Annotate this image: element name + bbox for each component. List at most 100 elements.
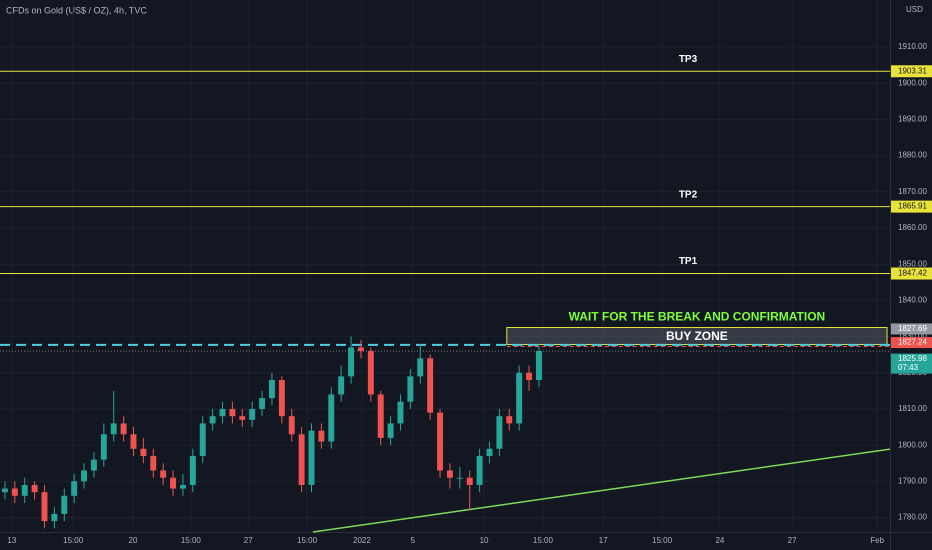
y-tick-label: 1870.00	[898, 187, 927, 196]
candle-body	[535, 351, 542, 380]
candle-body	[357, 347, 364, 352]
candle-body	[239, 416, 246, 420]
candle-body	[417, 358, 424, 377]
price-tag	[891, 200, 932, 213]
x-tick-label: 2022	[353, 536, 371, 545]
annotation: WAIT FOR THE BREAK AND CONFIRMATION	[569, 310, 826, 324]
candle-body	[11, 488, 18, 496]
price-tag	[891, 323, 932, 335]
candle-body	[160, 470, 167, 478]
candle-body	[110, 423, 117, 435]
candle-body	[90, 459, 97, 471]
candle-body	[229, 408, 236, 417]
price-tag	[891, 65, 932, 78]
candle-body	[150, 456, 157, 471]
x-tick-label: 20	[129, 536, 138, 545]
candle-body	[476, 456, 483, 485]
candle-body	[278, 380, 285, 417]
candle-body	[506, 416, 513, 424]
price-tag	[891, 353, 932, 374]
price-tag	[891, 337, 932, 349]
x-tick-label: 17	[599, 536, 608, 545]
candle-body	[496, 416, 503, 449]
candle-body	[427, 358, 434, 413]
y-tick-label: 1860.00	[898, 223, 927, 232]
candle-body	[308, 430, 315, 485]
y-tick-label: 1850.00	[898, 259, 927, 268]
y-tick-label: 1890.00	[898, 115, 927, 124]
target-label: TP3	[679, 54, 698, 65]
candle-body	[31, 484, 38, 493]
candle-body	[209, 416, 216, 424]
x-tick-label: Feb	[870, 536, 884, 545]
y-tick-label: 1790.00	[898, 476, 927, 485]
x-tick-label: 5	[411, 536, 416, 545]
x-tick-label: 15:00	[533, 536, 554, 545]
candle-body	[51, 513, 58, 522]
candle-body	[170, 477, 177, 489]
x-tick-label: 15:00	[652, 536, 673, 545]
candle-body	[81, 470, 88, 482]
buy-zone-label: BUY ZONE	[666, 329, 728, 343]
y-tick-label: 1880.00	[898, 151, 927, 160]
candle-body	[456, 477, 463, 479]
candle-body	[437, 412, 444, 471]
candle-body	[189, 456, 196, 485]
x-tick-label: 15:00	[63, 536, 84, 545]
candle-body	[268, 380, 275, 399]
candle-body	[130, 434, 137, 449]
candle-body	[516, 372, 523, 424]
price-tag-label: 1865.91	[898, 202, 927, 211]
candle-body	[21, 484, 28, 496]
currency: USD	[906, 5, 923, 14]
candle-body	[397, 401, 404, 424]
price-tag-label: 1825.98	[898, 354, 927, 363]
candle-body	[71, 481, 78, 496]
candle-body	[526, 372, 533, 380]
candle-body	[387, 423, 394, 438]
candle-body	[179, 484, 186, 489]
y-tick-label: 1800.00	[898, 440, 927, 449]
candle-body	[446, 470, 453, 478]
price-tag-label: 1847.42	[898, 269, 927, 278]
y-tick-label: 1830.00	[898, 332, 927, 341]
candle-body	[377, 394, 384, 438]
candle-body	[61, 495, 68, 514]
candle-body	[259, 398, 266, 409]
candle-body	[249, 408, 256, 420]
x-tick-label: 13	[7, 536, 16, 545]
y-tick-label: 1840.00	[898, 295, 927, 304]
candle-body	[348, 347, 355, 377]
candle-body	[328, 394, 335, 442]
chart-title: CFDs on Gold (US$ / OZ), 4h, TVC	[6, 5, 147, 15]
candle-body	[120, 423, 127, 435]
candle-body	[338, 376, 345, 395]
candle-body	[486, 448, 493, 456]
candle-body	[219, 408, 226, 417]
y-tick-label: 1910.00	[898, 42, 927, 51]
x-tick-label: 27	[244, 536, 253, 545]
price-tag-label: 1903.31	[898, 66, 927, 75]
trend-line	[312, 448, 891, 533]
x-tick-label: 15:00	[181, 536, 202, 545]
candle-body	[1, 488, 8, 493]
y-tick-label: 1780.00	[898, 513, 927, 522]
target-label: TP2	[679, 189, 698, 200]
x-tick-label: 27	[788, 536, 797, 545]
x-tick-label: 15:00	[297, 536, 318, 545]
x-tick-label: 24	[715, 536, 724, 545]
candle-body	[318, 430, 325, 442]
y-tick-label: 1810.00	[898, 404, 927, 413]
candle-body	[466, 477, 473, 485]
candle-body	[407, 376, 414, 402]
x-tick-label: 10	[480, 536, 489, 545]
target-label: TP1	[679, 256, 698, 267]
price-tag-label: 1827.69	[898, 324, 927, 333]
price-tag-label: 1827.24	[898, 338, 927, 347]
candle-body	[199, 423, 206, 456]
candle-body	[288, 416, 295, 435]
candle-body	[298, 434, 305, 485]
countdown: 07:43	[898, 363, 919, 372]
candle-body	[41, 492, 48, 522]
